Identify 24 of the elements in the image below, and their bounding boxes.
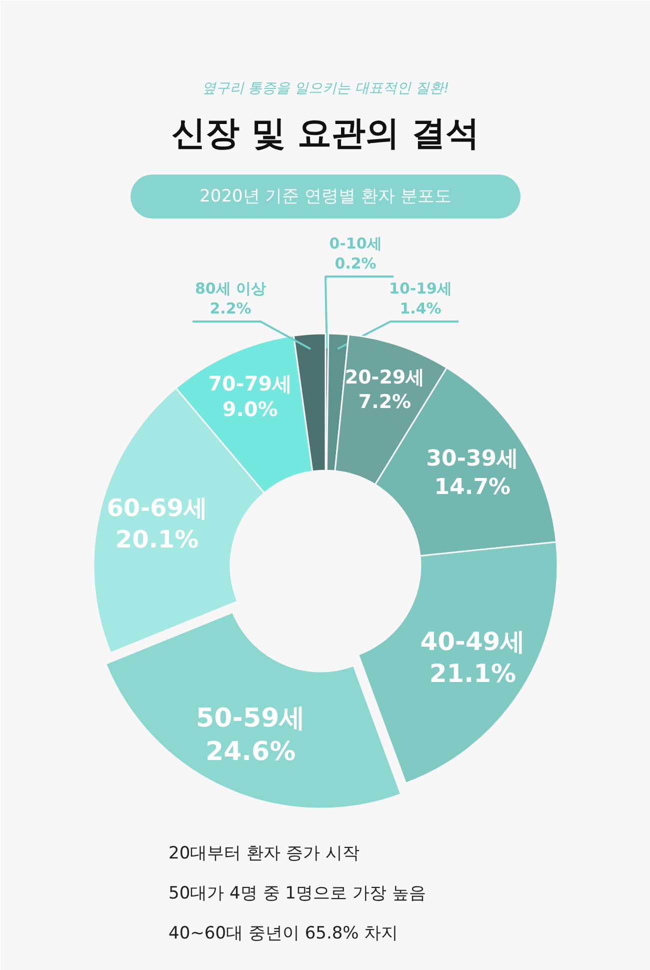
text: 20대부터 환자 증가 시작 — [168, 844, 360, 864]
text: 40~60대 중년이 65.8% 차지 — [168, 924, 398, 944]
slice-label: 80세 이상 — [194, 280, 266, 298]
chart-subtitle: 2020년 기준 연령별 환자 분포도 — [200, 186, 452, 206]
slice-label: 40-49세 — [420, 626, 526, 656]
data-label: 0.2% — [334, 254, 376, 272]
data-label: 14.7% — [434, 474, 511, 500]
data-label: 7.2% — [358, 391, 412, 414]
slice-label: 60-69세 — [106, 494, 208, 522]
data-label: 2.2% — [210, 300, 252, 318]
slice-label: 10-19세 — [389, 280, 452, 298]
data-label: 20.1% — [115, 526, 199, 554]
slice-label: 50-59세 — [196, 703, 306, 734]
data-label: 1.4% — [400, 300, 442, 318]
chart-title: 신장 및 요관의 결석 — [172, 114, 480, 154]
text: 50대가 4명 중 1명으로 가장 높음 — [168, 884, 426, 904]
slice-label: 70-79세 — [208, 371, 292, 396]
data-label: 9.0% — [222, 396, 278, 421]
slice-label: 0-10세 — [329, 234, 382, 252]
data-label: 24.6% — [205, 737, 296, 768]
slice-label: 20-29세 — [344, 366, 425, 388]
data-label: 21.1% — [429, 658, 516, 688]
slice-label: 30-39세 — [426, 446, 519, 472]
text: 옆구리 통증을 일으키는 대표적인 질환! — [202, 80, 450, 96]
